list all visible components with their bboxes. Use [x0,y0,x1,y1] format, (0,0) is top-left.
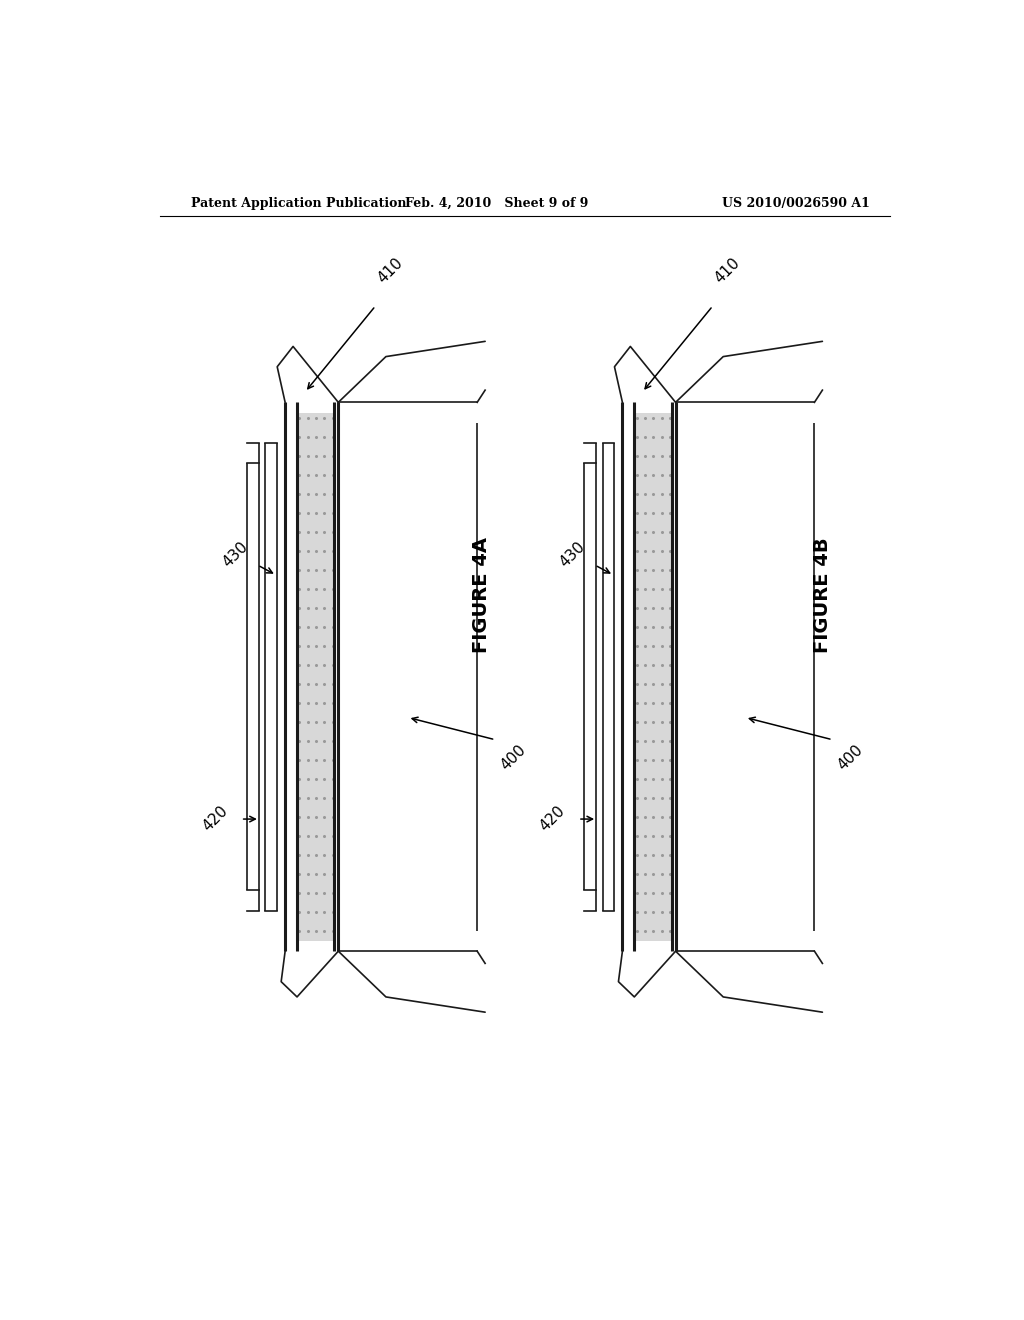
Bar [297,413,334,941]
Text: Patent Application Publication: Patent Application Publication [191,197,407,210]
Text: 410: 410 [375,255,406,285]
Text: 400: 400 [835,743,865,774]
Text: 420: 420 [537,804,568,834]
Text: 420: 420 [200,804,230,834]
Text: Feb. 4, 2010   Sheet 9 of 9: Feb. 4, 2010 Sheet 9 of 9 [406,197,589,210]
Text: 400: 400 [498,743,528,774]
Bar [634,413,672,941]
Text: FIGURE 4A: FIGURE 4A [472,537,490,653]
Text: FIGURE 4B: FIGURE 4B [813,537,831,653]
Text: 430: 430 [219,540,251,570]
Text: 430: 430 [557,540,588,570]
Text: US 2010/0026590 A1: US 2010/0026590 A1 [722,197,870,210]
Text: 410: 410 [712,255,742,285]
